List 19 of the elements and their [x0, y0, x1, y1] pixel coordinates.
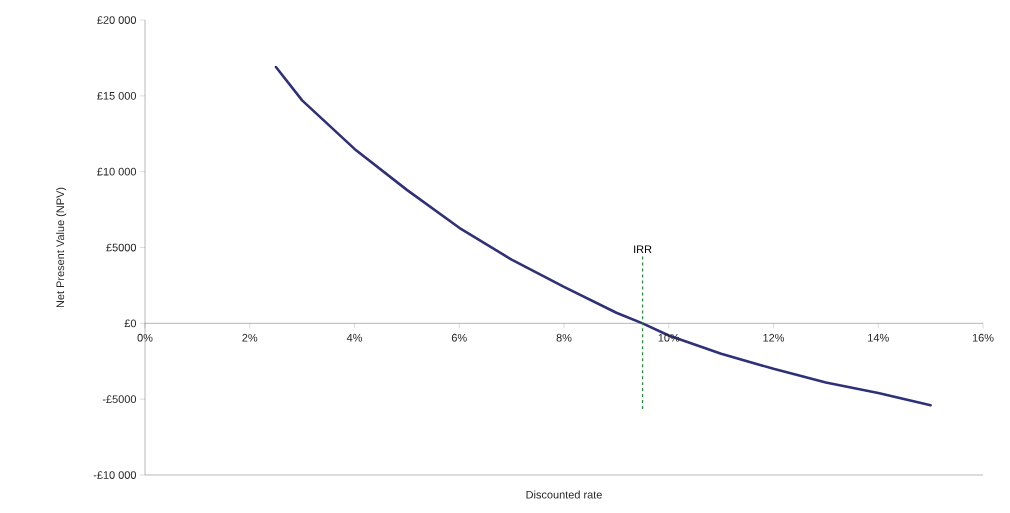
ref-line-label: IRR	[634, 245, 652, 254]
x-tick-label: 6%	[451, 333, 467, 342]
x-tick-label: 8%	[556, 333, 572, 342]
y-tick-label: £20 000	[97, 16, 137, 24]
y-tick-label: £15 000	[97, 91, 137, 100]
x-tick-label: 0%	[137, 333, 153, 342]
x-tick-label: 14%	[868, 333, 889, 342]
x-tick-label: 12%	[763, 333, 785, 342]
x-axis-title: Discounted rate	[526, 490, 602, 499]
x-tick-label: 2%	[242, 333, 258, 342]
y-tick-label: -£10 000	[93, 471, 137, 479]
line-series	[274, 65, 932, 407]
y-tick-label: £5000	[106, 243, 137, 252]
x-tick-label: 4%	[346, 333, 363, 342]
y-tick-label: £10 000	[97, 167, 137, 176]
y-tick-label: -£5000	[102, 395, 137, 404]
x-tick-label: 16%	[972, 333, 994, 342]
y-axis-title: Net Present Value (NPV)	[56, 187, 67, 308]
y-tick-label: £0	[124, 319, 137, 328]
